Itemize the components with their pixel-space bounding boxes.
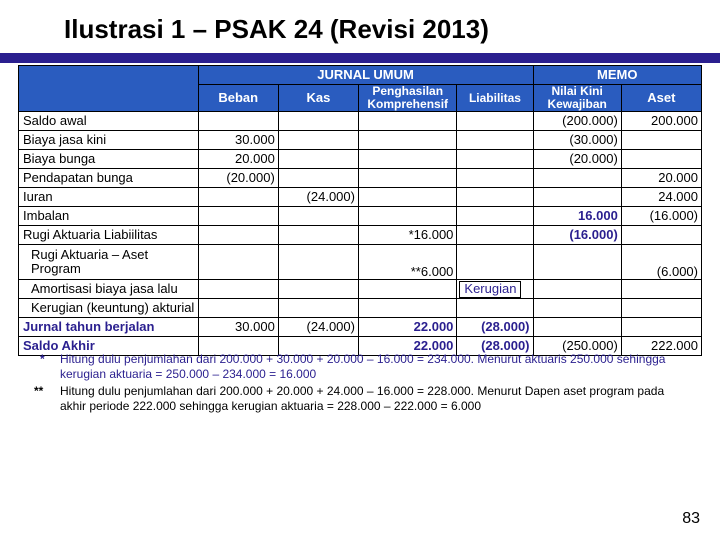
col-beban: Beban: [198, 85, 278, 112]
table-row: Biaya jasa kini 30.000 (30.000): [19, 131, 702, 150]
col-memo: MEMO: [533, 66, 701, 85]
table-row: Iuran (24.000) 24.000: [19, 188, 702, 207]
col-liab: Liabilitas: [457, 85, 533, 112]
col-jurnal: JURNAL UMUM: [198, 66, 533, 85]
page-title: Ilustrasi 1 – PSAK 24 (Revisi 2013): [0, 0, 720, 53]
col-aset: Aset: [621, 85, 701, 112]
journal-table: JURNAL UMUM MEMO Beban Kas Penghasilan K…: [18, 65, 702, 356]
col-pki: Penghasilan Komprehensif: [358, 85, 456, 112]
table-row: Biaya bunga 20.000 (20.000): [19, 150, 702, 169]
table-row: Saldo awal (200.000)200.000: [19, 112, 702, 131]
table-row: Jurnal tahun berjalan 30.000 (24.000) 22…: [19, 318, 702, 337]
table-row: Rugi Aktuaria Liabiilitas *16.000 (16.00…: [19, 226, 702, 245]
table-row: Pendapatan bunga (20.000) 20.000: [19, 169, 702, 188]
table-row: Imbalan 16.000 (16.000): [19, 207, 702, 226]
kerugian-badge: Kerugian: [459, 281, 521, 297]
page-number: 83: [682, 510, 700, 528]
col-kas: Kas: [278, 85, 358, 112]
table-row: Rugi Aktuaria – Aset Program **6.000 (6.…: [19, 245, 702, 280]
table-row: Amortisasi biaya jasa lalu: [19, 280, 702, 299]
footnotes: *Hitung dulu penjumlahan dari 200.000 + …: [0, 352, 720, 414]
table-row: Kerugian (keuntung) akturial Kerugian: [19, 299, 702, 318]
col-nkk: Nilai Kini Kewajiban: [533, 85, 621, 112]
divider-bar: [0, 53, 720, 63]
